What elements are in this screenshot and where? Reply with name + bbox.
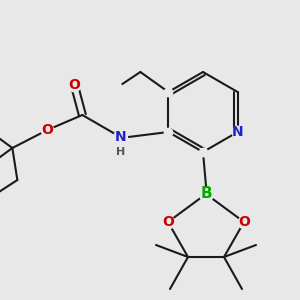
Text: N: N xyxy=(115,130,126,144)
Text: B: B xyxy=(200,187,212,202)
Text: H: H xyxy=(116,147,125,157)
Text: O: O xyxy=(162,215,174,229)
Text: O: O xyxy=(238,215,250,229)
Text: O: O xyxy=(68,78,80,92)
Text: N: N xyxy=(232,125,244,139)
Text: O: O xyxy=(41,123,53,137)
